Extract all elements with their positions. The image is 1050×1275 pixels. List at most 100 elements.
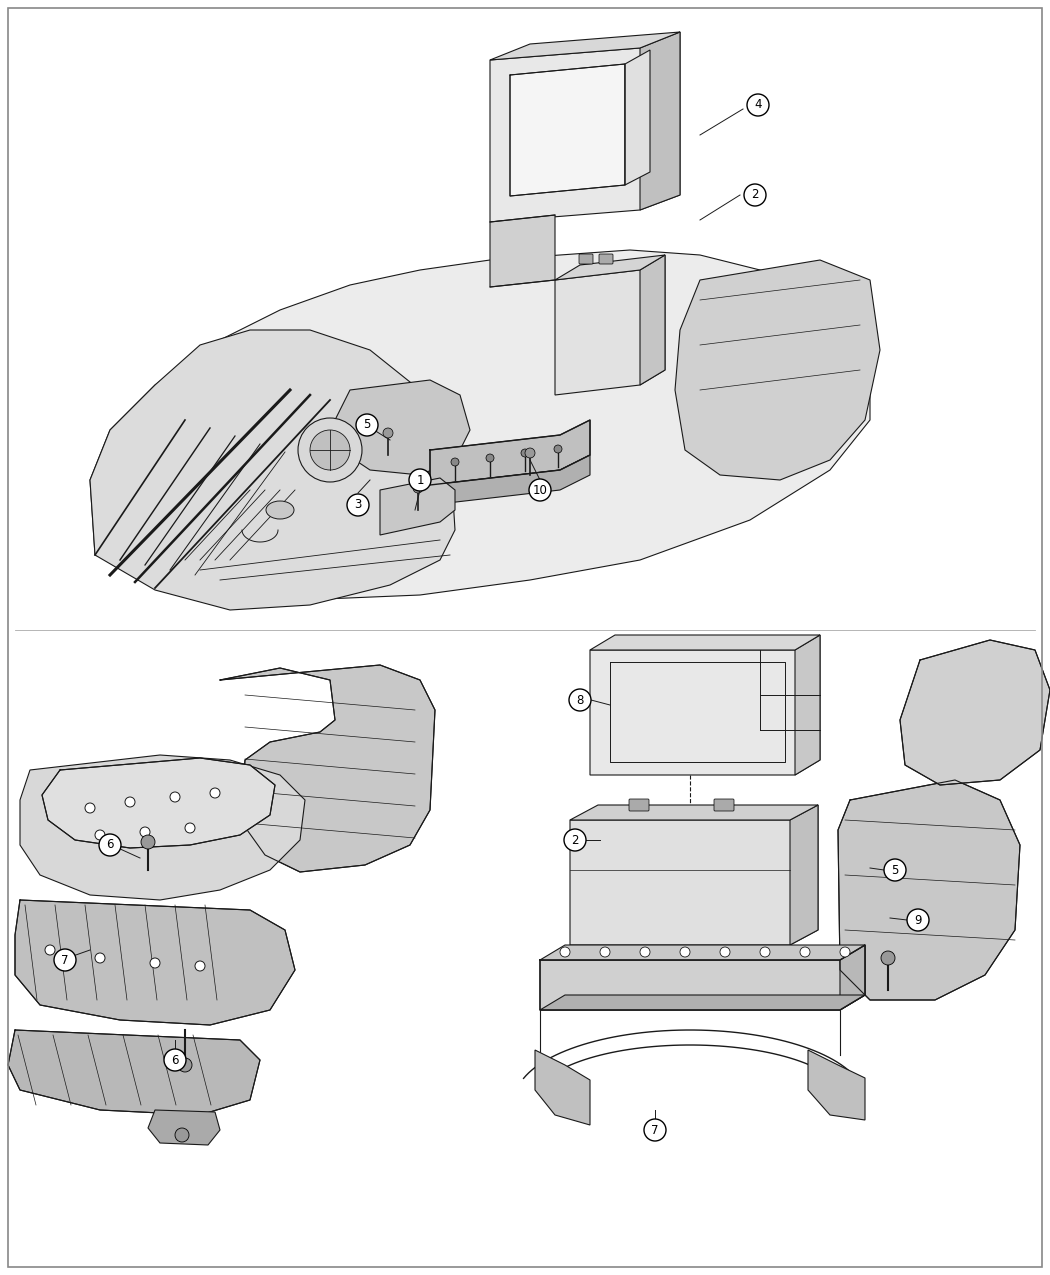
Circle shape — [383, 428, 393, 439]
Circle shape — [521, 449, 529, 456]
Circle shape — [529, 479, 551, 501]
Text: 1: 1 — [416, 473, 424, 487]
Circle shape — [175, 1128, 189, 1142]
Polygon shape — [20, 755, 304, 900]
Ellipse shape — [266, 501, 294, 519]
Text: 9: 9 — [915, 913, 922, 927]
Circle shape — [85, 803, 94, 813]
Polygon shape — [555, 255, 665, 395]
Circle shape — [54, 949, 76, 972]
Circle shape — [140, 827, 150, 836]
Polygon shape — [90, 330, 455, 609]
FancyBboxPatch shape — [579, 254, 593, 264]
Text: 5: 5 — [363, 418, 371, 431]
Circle shape — [680, 947, 690, 958]
Polygon shape — [490, 32, 680, 222]
Text: 6: 6 — [106, 839, 113, 852]
Text: 6: 6 — [171, 1053, 178, 1066]
Polygon shape — [570, 805, 818, 945]
Polygon shape — [540, 945, 865, 960]
Polygon shape — [640, 32, 680, 210]
Text: 3: 3 — [354, 499, 361, 511]
Polygon shape — [42, 759, 275, 848]
Circle shape — [170, 792, 180, 802]
Polygon shape — [795, 635, 820, 775]
Circle shape — [346, 493, 369, 516]
Circle shape — [760, 947, 770, 958]
Text: 7: 7 — [651, 1123, 658, 1136]
Circle shape — [884, 859, 906, 881]
Circle shape — [644, 1119, 666, 1141]
Polygon shape — [430, 419, 590, 484]
Text: 8: 8 — [576, 694, 584, 706]
Polygon shape — [335, 380, 470, 476]
Circle shape — [185, 822, 195, 833]
Polygon shape — [640, 255, 665, 385]
Circle shape — [410, 469, 430, 491]
Polygon shape — [675, 260, 880, 479]
FancyBboxPatch shape — [598, 254, 613, 264]
Polygon shape — [148, 1111, 220, 1145]
Circle shape — [564, 829, 586, 850]
Polygon shape — [490, 32, 680, 60]
Circle shape — [150, 958, 160, 968]
Circle shape — [569, 688, 591, 711]
Circle shape — [94, 830, 105, 840]
Circle shape — [125, 797, 135, 807]
Circle shape — [486, 454, 494, 462]
Polygon shape — [220, 666, 435, 872]
Circle shape — [720, 947, 730, 958]
Circle shape — [178, 1058, 192, 1072]
Polygon shape — [510, 64, 625, 196]
Polygon shape — [90, 250, 870, 601]
Circle shape — [141, 835, 155, 849]
Polygon shape — [838, 780, 1020, 1000]
Polygon shape — [790, 805, 818, 945]
Polygon shape — [490, 215, 555, 287]
Polygon shape — [555, 255, 665, 280]
Text: 7: 7 — [61, 954, 68, 966]
Polygon shape — [540, 945, 865, 1010]
Circle shape — [744, 184, 766, 207]
Circle shape — [413, 483, 423, 493]
Text: 10: 10 — [532, 483, 547, 496]
Polygon shape — [15, 900, 295, 1025]
Polygon shape — [590, 635, 820, 650]
FancyBboxPatch shape — [714, 799, 734, 811]
Polygon shape — [8, 1030, 260, 1116]
Circle shape — [356, 414, 378, 436]
Circle shape — [452, 458, 459, 465]
Polygon shape — [900, 640, 1050, 785]
Polygon shape — [536, 1051, 590, 1125]
Circle shape — [210, 788, 220, 798]
Circle shape — [298, 418, 362, 482]
Circle shape — [45, 945, 55, 955]
Circle shape — [747, 94, 769, 116]
FancyBboxPatch shape — [629, 799, 649, 811]
Circle shape — [600, 947, 610, 958]
Circle shape — [907, 909, 929, 931]
Circle shape — [881, 951, 895, 965]
Circle shape — [310, 430, 350, 470]
Circle shape — [554, 445, 562, 453]
Polygon shape — [590, 635, 820, 775]
Polygon shape — [625, 50, 650, 185]
Polygon shape — [430, 455, 590, 505]
Circle shape — [94, 952, 105, 963]
Circle shape — [525, 448, 536, 458]
Polygon shape — [840, 945, 865, 1010]
Text: 2: 2 — [751, 189, 759, 201]
Circle shape — [195, 961, 205, 972]
Circle shape — [640, 947, 650, 958]
Polygon shape — [540, 994, 865, 1010]
Circle shape — [560, 947, 570, 958]
Circle shape — [800, 947, 810, 958]
Polygon shape — [380, 478, 455, 536]
Circle shape — [99, 834, 121, 856]
Circle shape — [840, 947, 850, 958]
Text: 4: 4 — [754, 98, 761, 111]
Text: 2: 2 — [571, 834, 579, 847]
Text: 5: 5 — [891, 863, 899, 876]
Polygon shape — [808, 1051, 865, 1119]
Polygon shape — [570, 805, 818, 820]
